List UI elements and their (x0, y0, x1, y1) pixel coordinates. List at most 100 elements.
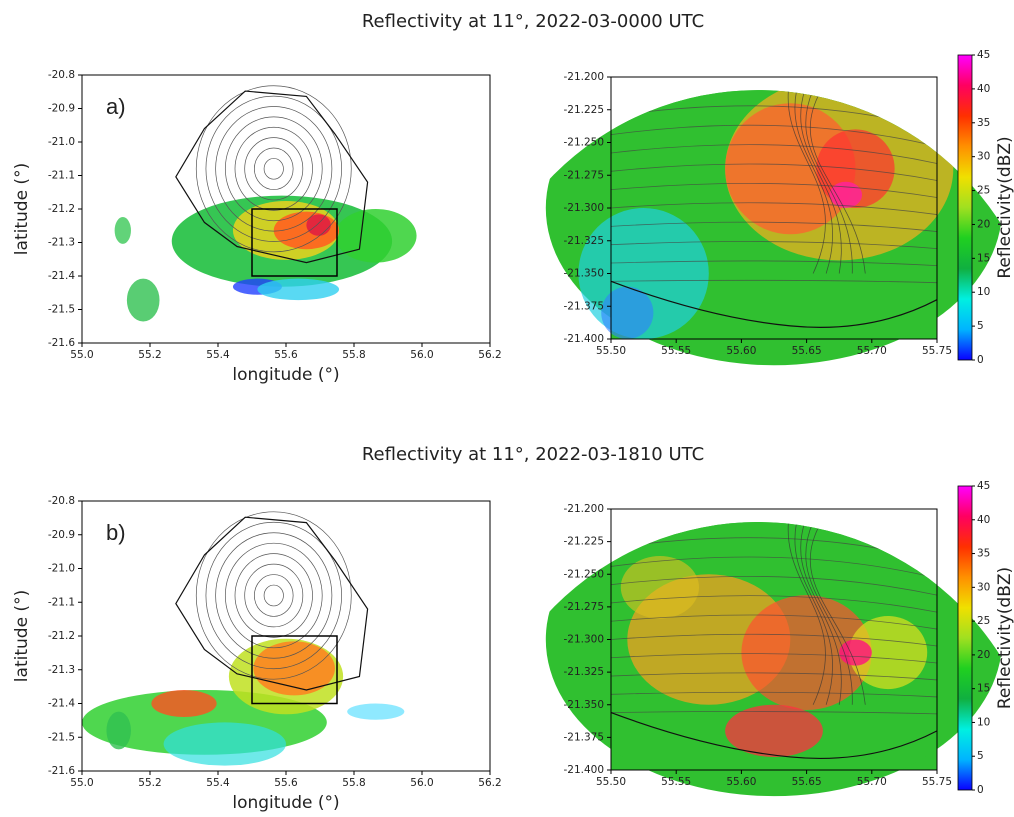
y-tick-label: -21.5 (48, 304, 75, 316)
radar-echo (127, 279, 160, 322)
y-tick-label: -20.8 (48, 69, 75, 81)
x-tick-label: 55.60 (726, 345, 756, 357)
echo-layer (115, 196, 417, 322)
y-tick-label: -21.400 (563, 764, 604, 776)
x-tick-label: 55.0 (70, 777, 93, 789)
x-tick-label: 55.65 (792, 345, 822, 357)
radar-echo (151, 690, 216, 717)
y-tick-label: -21.325 (563, 666, 604, 678)
y-tick-label: -21.2 (48, 630, 75, 642)
colorbar-tick-label: 10 (977, 286, 990, 298)
colorbar-tick-label: 10 (977, 716, 990, 728)
x-tick-label: 55.55 (661, 345, 691, 357)
x-tick-label: 55.8 (342, 777, 365, 789)
colorbar-tick-label: 30 (977, 151, 990, 163)
y-tick-label: -21.300 (563, 634, 604, 646)
colorbar-tick-label: 15 (977, 683, 990, 695)
y-tick-label: -21.400 (563, 333, 604, 345)
radar-echo (335, 209, 417, 263)
contour (216, 533, 332, 659)
radar-echo (257, 279, 339, 300)
contour (264, 158, 283, 179)
x-tick-label: 55.4 (206, 349, 230, 361)
x-tick-label: 55.6 (274, 777, 298, 789)
radar-echo (347, 704, 404, 720)
y-tick-label: -21.4 (48, 270, 75, 282)
x-tick-label: 55.70 (857, 345, 887, 357)
echo-layer (82, 639, 404, 766)
colorbar-tick-label: 40 (977, 83, 990, 95)
x-tick-label: 55.60 (726, 776, 756, 788)
chart-title: Reflectivity at 11°, 2022-03-1810 UTC (362, 444, 704, 465)
x-tick-label: 55.50 (596, 345, 626, 357)
x-tick-label: 56.2 (478, 777, 501, 789)
y-axis-label: latitude (°) (12, 163, 32, 255)
x-tick-label: 55.75 (922, 776, 952, 788)
colorbar-label: Reflectivity(dBZ) (995, 567, 1014, 709)
y-axis-label: latitude (°) (12, 590, 32, 682)
y-tick-label: -21.350 (563, 268, 604, 280)
y-tick-label: -21.1 (48, 170, 75, 182)
map-panel: 55.5055.5555.6055.6555.7055.75-21.200-21… (546, 480, 1014, 796)
chart-title: Reflectivity at 11°, 2022-03-0000 UTC (362, 11, 704, 32)
x-axis-label: longitude (°) (232, 365, 339, 385)
x-tick-label: 55.2 (138, 349, 161, 361)
y-tick-label: -21.275 (563, 169, 604, 181)
y-tick-label: -21.5 (48, 731, 75, 743)
colorbar-tick-label: 45 (977, 480, 990, 492)
radar-echo (115, 217, 131, 244)
y-tick-label: -21.225 (563, 104, 604, 116)
y-tick-label: -21.4 (48, 698, 75, 710)
y-tick-label: -21.375 (563, 300, 604, 312)
y-tick-label: -21.200 (563, 71, 604, 83)
colorbar-tick-label: 40 (977, 514, 990, 526)
x-tick-label: 55.6 (274, 349, 298, 361)
y-tick-label: -21.375 (563, 731, 604, 743)
colorbar (958, 486, 972, 790)
panel-label: b) (106, 520, 126, 545)
radar-echo (164, 722, 286, 765)
contour (235, 554, 313, 638)
y-tick-label: -20.9 (48, 529, 75, 541)
x-tick-label: 56.0 (410, 777, 433, 789)
y-tick-label: -21.200 (563, 503, 604, 515)
y-tick-label: -21.0 (48, 563, 75, 575)
y-tick-label: -21.250 (563, 137, 604, 149)
y-tick-label: -21.350 (563, 699, 604, 711)
x-tick-label: 56.2 (478, 349, 501, 361)
radar-echo (621, 556, 699, 619)
y-tick-label: -21.6 (48, 337, 75, 349)
colorbar-tick-label: 20 (977, 218, 990, 230)
x-tick-label: 55.2 (138, 777, 161, 789)
contour (225, 543, 322, 648)
colorbar-tick-label: 15 (977, 252, 990, 264)
y-tick-label: -21.300 (563, 202, 604, 214)
colorbar-tick-label: 45 (977, 49, 990, 61)
y-tick-label: -21.0 (48, 136, 75, 148)
map-panel: 55.50 55.55 55.60 55.65 55.70 55.75 -21.200 -21… (546, 49, 1014, 366)
colorbar-tick-label: 20 (977, 649, 990, 661)
contour (245, 564, 303, 627)
panel-label: a) (106, 94, 126, 119)
colorbar-tick-label: 25 (977, 185, 990, 197)
y-tick-label: -21.6 (48, 765, 75, 777)
colorbar-tick-label: 0 (977, 784, 984, 796)
x-tick-label: 55.70 (857, 776, 887, 788)
x-tick-label: 55.0 (70, 349, 93, 361)
x-axis-label: longitude (°) (232, 793, 339, 813)
colorbar-tick-label: 0 (977, 354, 984, 366)
colorbar-label: Reflectivity(dBZ) (995, 136, 1014, 278)
x-tick-label: 55.75 (922, 345, 952, 357)
contour (254, 575, 293, 617)
colorbar-tick-label: 25 (977, 615, 990, 627)
x-tick-label: 55.50 (596, 776, 626, 788)
contour (254, 148, 293, 190)
y-tick-label: -21.1 (48, 596, 75, 608)
colorbar-tick-label: 35 (977, 117, 990, 129)
colorbar-tick-label: 35 (977, 548, 990, 560)
y-tick-label: -21.275 (563, 601, 604, 613)
colorbar (958, 55, 972, 360)
x-tick-label: 55.8 (342, 349, 365, 361)
contour (264, 585, 283, 606)
